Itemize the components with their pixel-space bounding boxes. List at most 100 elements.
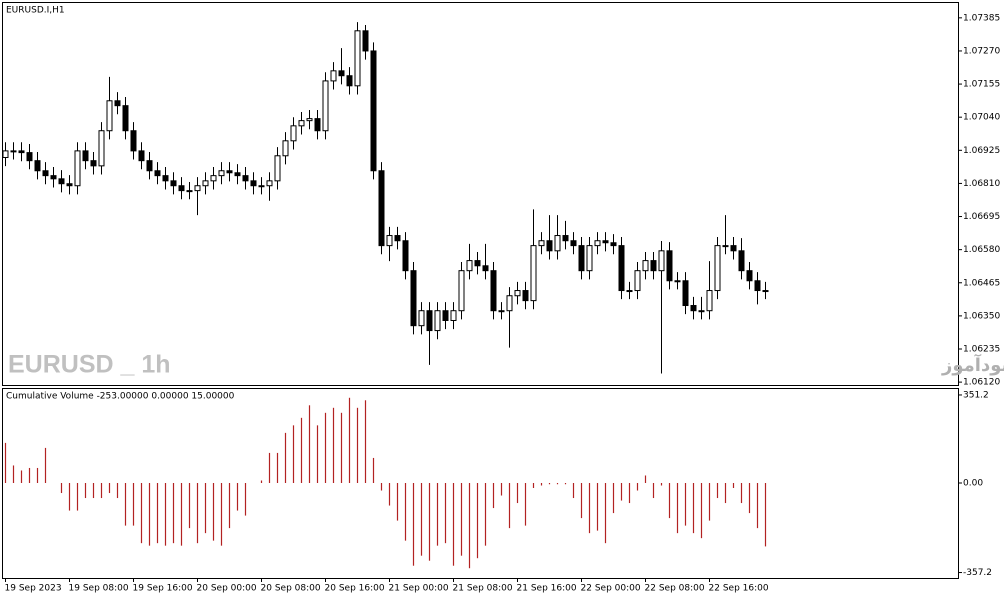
candle-body — [586, 245, 593, 272]
candle-body — [138, 150, 145, 162]
candle-body — [26, 152, 33, 162]
indicator-title: Cumulative Volume -253.00000 0.00000 15.… — [6, 392, 235, 402]
candle-body — [746, 270, 753, 282]
candle-body — [458, 270, 465, 312]
candle-body — [218, 170, 225, 177]
y-tick-label: 1.06925 — [963, 146, 1000, 156]
candle-body — [626, 290, 633, 293]
candle-body — [58, 178, 65, 185]
candle-body — [570, 240, 577, 247]
candle-body — [82, 150, 89, 162]
candle-body — [258, 185, 265, 188]
candle-body — [402, 240, 409, 272]
y-tick-label: 1.07270 — [963, 46, 1000, 56]
candle-body — [426, 310, 433, 332]
candle-body — [242, 175, 249, 182]
x-tick-label: 20 Sep 00:00 — [197, 584, 257, 594]
x-tick-label: 19 Sep 16:00 — [133, 584, 193, 594]
candle-body — [650, 260, 657, 272]
price-pane — [2, 2, 959, 386]
y-tick-label: 1.06235 — [963, 345, 1000, 355]
x-tick-label: 21 Sep 16:00 — [517, 584, 577, 594]
candle-body — [194, 185, 201, 192]
y-tick-label: 1.07155 — [963, 80, 1000, 90]
candle-body — [410, 270, 417, 327]
candle-body — [2, 150, 9, 159]
candle-body — [674, 280, 681, 283]
candle-body — [250, 180, 257, 187]
candle-body — [658, 250, 665, 272]
candle-body — [66, 183, 73, 187]
candle-body — [354, 30, 361, 87]
candle-body — [634, 270, 641, 292]
candle-body — [666, 250, 673, 282]
candle-body — [370, 50, 377, 172]
x-tick-label: 20 Sep 16:00 — [325, 584, 385, 594]
candle-body — [418, 310, 425, 327]
x-tick-label: 19 Sep 08:00 — [69, 584, 129, 594]
x-tick-label: 22 Sep 08:00 — [645, 584, 705, 594]
candle-body — [378, 170, 385, 247]
candle-body — [338, 70, 345, 77]
candle-body — [562, 235, 569, 242]
candle-body — [578, 245, 585, 272]
candle-body — [42, 170, 49, 177]
candle-body — [602, 240, 609, 244]
candle-body — [10, 150, 17, 153]
chart-title: EURUSD.I,H1 — [6, 6, 65, 16]
candle-body — [706, 290, 713, 312]
candle-body — [122, 105, 129, 132]
candle-body — [362, 30, 369, 52]
candle-body — [314, 118, 321, 132]
candle-body — [266, 180, 273, 187]
candle-body — [154, 170, 161, 177]
x-tick-label: 22 Sep 16:00 — [709, 584, 769, 594]
y-tick-label: 1.06120 — [963, 378, 1000, 388]
candle-body — [594, 240, 601, 247]
candle-body — [610, 242, 617, 247]
y-tick-label: 0.00 — [963, 479, 983, 489]
candle-body — [474, 260, 481, 267]
candle-body — [146, 160, 153, 172]
candle-body — [506, 295, 513, 312]
candle-body — [482, 265, 489, 272]
candle-body — [234, 172, 241, 177]
y-tick-label: 1.06580 — [963, 245, 1000, 255]
candle-body — [618, 245, 625, 292]
watermark-fa: انتشار در سایت سودآموز — [941, 353, 1004, 376]
candle-body — [114, 100, 121, 107]
candle-body — [98, 130, 105, 167]
candle-body — [554, 235, 561, 252]
x-tick-label: 21 Sep 00:00 — [389, 584, 449, 594]
candle-body — [226, 170, 233, 174]
candle-body — [498, 310, 505, 313]
candle-body — [50, 175, 57, 180]
candle-body — [762, 290, 769, 293]
candle-body — [450, 310, 457, 321]
candle-body — [714, 245, 721, 292]
candle-body — [730, 245, 737, 252]
candle-body — [530, 245, 537, 302]
candle-body — [106, 100, 113, 132]
candle-body — [442, 310, 449, 321]
x-tick-label: 21 Sep 08:00 — [453, 584, 513, 594]
candle-body — [698, 310, 705, 313]
candle-body — [522, 290, 529, 302]
candle-body — [722, 245, 729, 248]
y-tick-label: 1.06465 — [963, 278, 1000, 288]
candle-body — [178, 185, 185, 192]
candle-body — [546, 240, 553, 252]
candle-body — [90, 160, 97, 167]
y-tick-label: 351.2 — [963, 390, 989, 400]
candle-body — [690, 305, 697, 312]
candle-body — [394, 235, 401, 242]
candle-body — [514, 290, 521, 297]
candle-body — [274, 155, 281, 182]
y-tick-label: 1.06695 — [963, 212, 1000, 222]
candle-body — [306, 118, 313, 122]
candle-body — [34, 160, 41, 172]
candle-body — [642, 260, 649, 272]
candle-body — [170, 180, 177, 187]
candle-body — [162, 175, 169, 182]
